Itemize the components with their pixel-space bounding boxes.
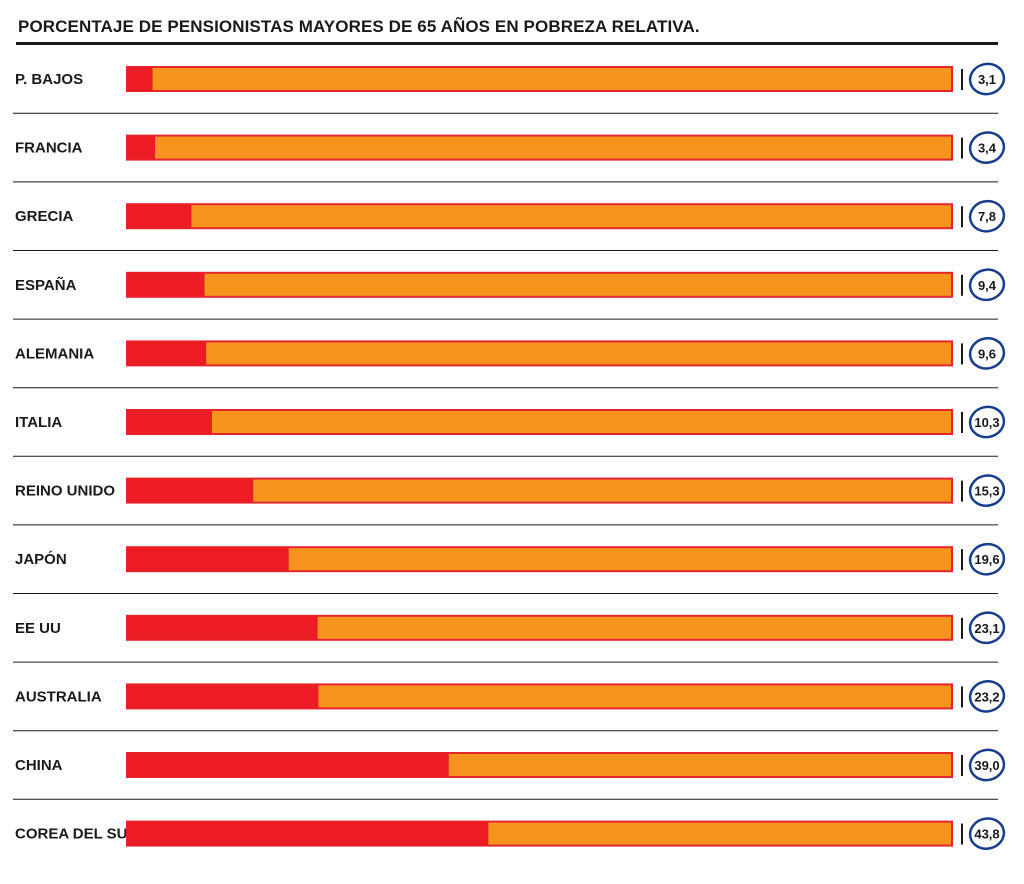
value-circle [968, 748, 1006, 782]
data-label: 9,6 [978, 346, 996, 361]
bar [127, 272, 205, 297]
bar-track [126, 203, 953, 230]
category-label: CHINA [15, 757, 63, 774]
bar [127, 684, 319, 709]
bar [127, 135, 156, 160]
data-label: 7,8 [978, 209, 996, 224]
value-circle [968, 680, 1006, 713]
title-rule [16, 42, 998, 45]
value-circle [968, 405, 1006, 439]
data-label: 19,6 [974, 552, 999, 567]
bar-track [126, 271, 953, 298]
bar [127, 547, 289, 572]
chart-title: PORCENTAJE DE PENSIONISTAS MAYORES DE 65… [18, 17, 700, 36]
bar-track [126, 66, 953, 92]
bar [127, 615, 318, 640]
bar [127, 753, 449, 777]
data-label: 39,0 [974, 758, 999, 773]
value-circle [968, 268, 1006, 302]
category-label: COREA DEL SUR [15, 826, 139, 843]
category-label: ALEMANIA [15, 345, 94, 362]
bar-track [126, 134, 953, 161]
data-label: 23,2 [974, 689, 999, 704]
bar [127, 204, 192, 229]
bar-track [126, 477, 953, 504]
category-label: REINO UNIDO [15, 483, 115, 500]
category-label: P. BAJOS [15, 71, 83, 88]
data-label: 3,1 [978, 72, 996, 87]
category-label: JAPÓN [15, 550, 67, 568]
data-label: 10,3 [974, 415, 999, 430]
data-label: 9,4 [978, 278, 997, 293]
value-circle [968, 611, 1006, 645]
category-label: FRANCIA [15, 140, 83, 157]
bar [127, 67, 153, 91]
category-label: ESPAÑA [15, 276, 77, 294]
category-label: EE UU [15, 620, 61, 637]
value-circle [968, 131, 1006, 164]
bar [127, 478, 254, 503]
bar-track [126, 340, 953, 367]
data-label: 3,4 [978, 141, 997, 156]
value-circle [968, 817, 1006, 850]
category-label: AUSTRALIA [15, 688, 102, 705]
value-circle [968, 199, 1006, 233]
value-circle [968, 474, 1006, 507]
bar [127, 410, 212, 434]
data-label: 15,3 [974, 484, 999, 499]
bar [127, 821, 489, 846]
data-label: 43,8 [974, 827, 999, 842]
value-circle [968, 542, 1006, 576]
category-label: ITALIA [15, 414, 62, 431]
value-circle [968, 62, 1006, 96]
bar-track [126, 409, 953, 435]
value-circle [968, 337, 1006, 370]
bar [127, 341, 207, 366]
category-label: GRECIA [15, 208, 74, 225]
data-label: 23,1 [974, 621, 999, 636]
